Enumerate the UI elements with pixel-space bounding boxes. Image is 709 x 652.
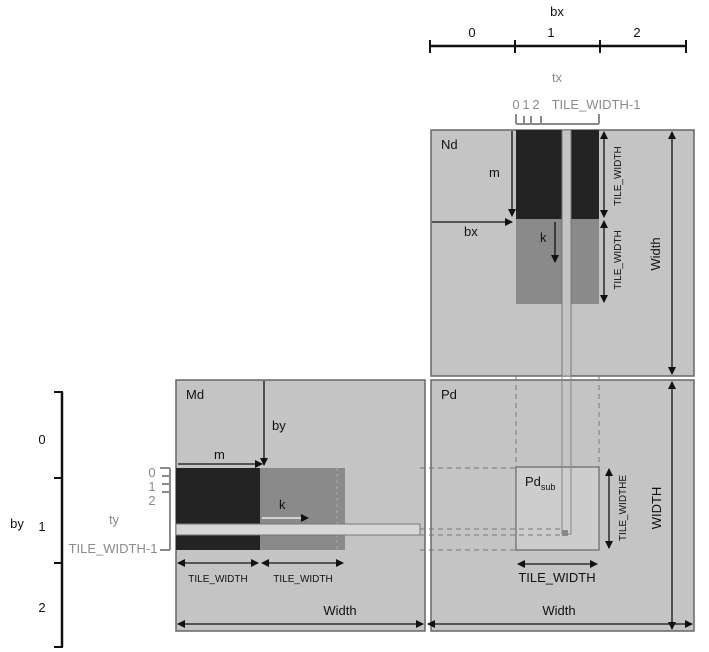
- pd-tile-widthe-label: TILE_WIDTHE: [618, 475, 629, 541]
- nd-mid-tile: [516, 219, 599, 304]
- nd-tile-width-bottom: TILE_WIDTH: [613, 230, 624, 289]
- bx-axis: bx 0 1 2: [429, 4, 687, 53]
- ty-tick-1: 1: [148, 479, 155, 494]
- by-tick-1: 1: [38, 519, 45, 534]
- pd-element: [562, 530, 568, 536]
- nd-label: Nd: [441, 137, 458, 152]
- md-tile-width-1: TILE_WIDTH: [188, 574, 247, 585]
- md-width-label: Width: [323, 603, 356, 618]
- ty-tick-2: 2: [148, 493, 155, 508]
- md-m-label: m: [214, 447, 225, 462]
- ty-axis: ty 0 1 2 TILE_WIDTH-1: [69, 465, 171, 556]
- md-label: Md: [186, 387, 204, 402]
- pd-width-right-label: WIDTH: [649, 487, 664, 530]
- tx-axis-title: tx: [552, 70, 563, 85]
- by-axis-title: by: [10, 516, 24, 531]
- md-dark-tile: [176, 468, 260, 550]
- pd-matrix: Pd Pdsub TILE_WIDTHE TILE_WIDTH Width WI…: [420, 375, 695, 632]
- md-mid-tile: [260, 468, 345, 550]
- nd-bx-label: bx: [464, 224, 478, 239]
- ty-tick-0: 0: [148, 465, 155, 480]
- bx-axis-title: bx: [550, 4, 564, 19]
- tx-tick-1: 1: [522, 97, 529, 112]
- by-axis: by 0 1 2: [10, 391, 64, 648]
- pd-sub-label: Pdsub: [525, 474, 555, 492]
- pd-sub-tile: [515, 466, 600, 551]
- pd-tile-width-label: TILE_WIDTH: [518, 570, 595, 585]
- md-row-strip: [175, 523, 421, 536]
- nd-m-label: m: [489, 165, 500, 180]
- ty-tick-last: TILE_WIDTH-1: [69, 541, 158, 556]
- tx-tick-0: 0: [512, 97, 519, 112]
- tx-tick-2: 2: [532, 97, 539, 112]
- nd-k-label: k: [540, 230, 547, 245]
- by-tick-2: 2: [38, 600, 45, 615]
- nd-width-label: Width: [648, 237, 663, 270]
- nd-dark-tile: [516, 130, 599, 219]
- md-by-label: by: [272, 418, 286, 433]
- bx-tick-0: 0: [468, 25, 475, 40]
- md-tile-width-2: TILE_WIDTH: [273, 574, 332, 585]
- by-tick-0: 0: [38, 432, 45, 447]
- nd-column-strip: [561, 129, 572, 377]
- tx-tick-last: TILE_WIDTH-1: [552, 97, 641, 112]
- bx-tick-2: 2: [633, 25, 640, 40]
- md-matrix: Md by m k TILE_WIDTH TILE_WIDTH Width: [175, 379, 426, 632]
- tx-axis: tx 0 1 2 TILE_WIDTH-1: [512, 70, 641, 125]
- bx-tick-1: 1: [547, 25, 554, 40]
- pd-label: Pd: [441, 387, 457, 402]
- nd-tile-width-top: TILE_WIDTH: [613, 146, 624, 205]
- ty-axis-title: ty: [109, 512, 120, 527]
- md-k-label: k: [279, 497, 286, 512]
- pd-width-bottom-label: Width: [542, 603, 575, 618]
- nd-matrix: Nd m bx k TILE_WIDTH TILE_WIDTH Width: [430, 129, 695, 377]
